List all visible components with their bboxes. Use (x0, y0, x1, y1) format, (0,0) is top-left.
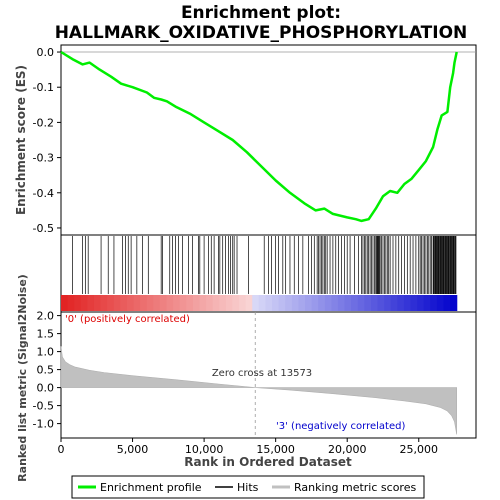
rank-color-segment (384, 295, 392, 311)
es-ytick-label: -0.3 (33, 152, 54, 165)
rank-color-segment (324, 295, 332, 311)
rank-color-segment (206, 295, 214, 311)
legend-enrichment-label: Enrichment profile (100, 481, 202, 494)
x-tick-label: 15,000 (256, 443, 295, 456)
x-tick-label: 25,000 (400, 443, 439, 456)
rank-color-segment (265, 295, 273, 311)
rank-color-segment (318, 295, 326, 311)
metric-ytick-label: -1.0 (33, 418, 54, 431)
rank-color-segment (417, 295, 425, 311)
x-axis-label: Rank in Ordered Dataset (184, 455, 352, 469)
x-tick-label: 5,000 (117, 443, 149, 456)
rank-color-segment (337, 295, 346, 311)
es-ytick-label: -0.1 (33, 81, 54, 94)
rank-color-segment (298, 295, 306, 311)
rank-color-segment (153, 295, 161, 311)
metric-ytick-label: -0.5 (33, 400, 54, 413)
ranking-metric-area (60, 346, 457, 435)
rank-color-segment (107, 295, 115, 311)
rank-color-segment (126, 295, 135, 311)
rank-color-segment (173, 295, 181, 311)
rank-color-segment (278, 295, 286, 311)
rank-color-segment (285, 295, 293, 311)
rank-color-segment (305, 295, 313, 311)
rank-color-segment (166, 295, 174, 311)
negative-correlation-label: '3' (negatively correlated) (276, 421, 405, 432)
es-ytick-label: -0.4 (33, 187, 54, 200)
rank-color-segment (272, 295, 280, 311)
rank-color-segment (140, 295, 148, 311)
rank-color-segment (232, 295, 240, 311)
rank-color-segment (377, 295, 385, 311)
rank-color-segment (192, 295, 201, 311)
legend-ranking-label: Ranking metric scores (294, 481, 416, 494)
rank-color-segment (430, 295, 438, 311)
rank-color-segment (74, 295, 82, 311)
rank-color-segment (61, 295, 69, 311)
rank-color-segment (93, 295, 102, 311)
rank-color-segment (397, 295, 405, 311)
x-tick-label: 0 (58, 443, 65, 456)
positive-correlation-label: '0' (positively correlated) (65, 314, 190, 325)
rank-color-segment (351, 295, 359, 311)
es-axis-label: Enrichment score (ES) (14, 65, 28, 215)
rank-color-segment (331, 295, 339, 311)
rank-color-segment (423, 295, 431, 311)
rank-color-segment (67, 295, 75, 311)
rank-color-segment (436, 295, 445, 311)
rank-color-segment (390, 295, 398, 311)
metric-ytick-label: 0.5 (37, 364, 55, 377)
rank-color-segment (199, 295, 207, 311)
rank-color-segment (258, 295, 267, 311)
chart-title-line1: Enrichment plot: (181, 3, 341, 23)
rank-color-segment (450, 295, 458, 311)
rank-color-segment (100, 295, 108, 311)
rank-color-segment (219, 295, 227, 311)
es-ytick-label: -0.2 (33, 116, 54, 129)
rank-color-segment (443, 295, 451, 311)
x-tick-label: 10,000 (185, 443, 224, 456)
rank-color-segment (291, 295, 300, 311)
es-ytick-label: 0.0 (37, 46, 55, 59)
chart-title-line2: HALLMARK_OXIDATIVE_PHOSPHORYLATION (55, 23, 468, 43)
rank-color-segment (403, 295, 412, 311)
rank-color-segment (311, 295, 319, 311)
rank-color-segment (252, 295, 260, 311)
rank-color-segment (364, 295, 372, 311)
rank-color-segment (245, 295, 253, 311)
legend-box (71, 475, 425, 499)
rank-color-segment (120, 295, 128, 311)
rank-color-segment (113, 295, 121, 311)
rank-color-segment (186, 295, 194, 311)
rank-color-segment (87, 295, 95, 311)
enrichment-profile-line (60, 50, 458, 223)
rank-color-segment (159, 295, 168, 311)
zero-cross-label: Zero cross at 13573 (212, 368, 312, 379)
metric-ytick-label: 1.5 (37, 328, 55, 341)
rank-color-segment (239, 295, 247, 311)
es-panel-frame (60, 44, 477, 236)
rank-color-segment (146, 295, 154, 311)
rank-color-segment (80, 295, 88, 311)
rank-color-segment (179, 295, 187, 311)
metric-ytick-label: 2.0 (37, 310, 55, 323)
metric-axis-label: Ranked list metric (Signal2Noise) (16, 274, 29, 482)
metric-ytick-label: 1.0 (37, 346, 55, 359)
rank-color-segment (133, 295, 141, 311)
metric-ytick-label: 0.0 (37, 382, 55, 395)
rank-color-segment (344, 295, 352, 311)
legend-hits-label: Hits (237, 481, 259, 494)
es-ytick-label: -0.5 (33, 222, 54, 235)
rank-color-segment (212, 295, 220, 311)
x-tick-label: 20,000 (328, 443, 367, 456)
rank-color-segment (410, 295, 418, 311)
rank-color-segment (370, 295, 379, 311)
rank-color-segment (357, 295, 365, 311)
rank-color-segment (225, 295, 234, 311)
